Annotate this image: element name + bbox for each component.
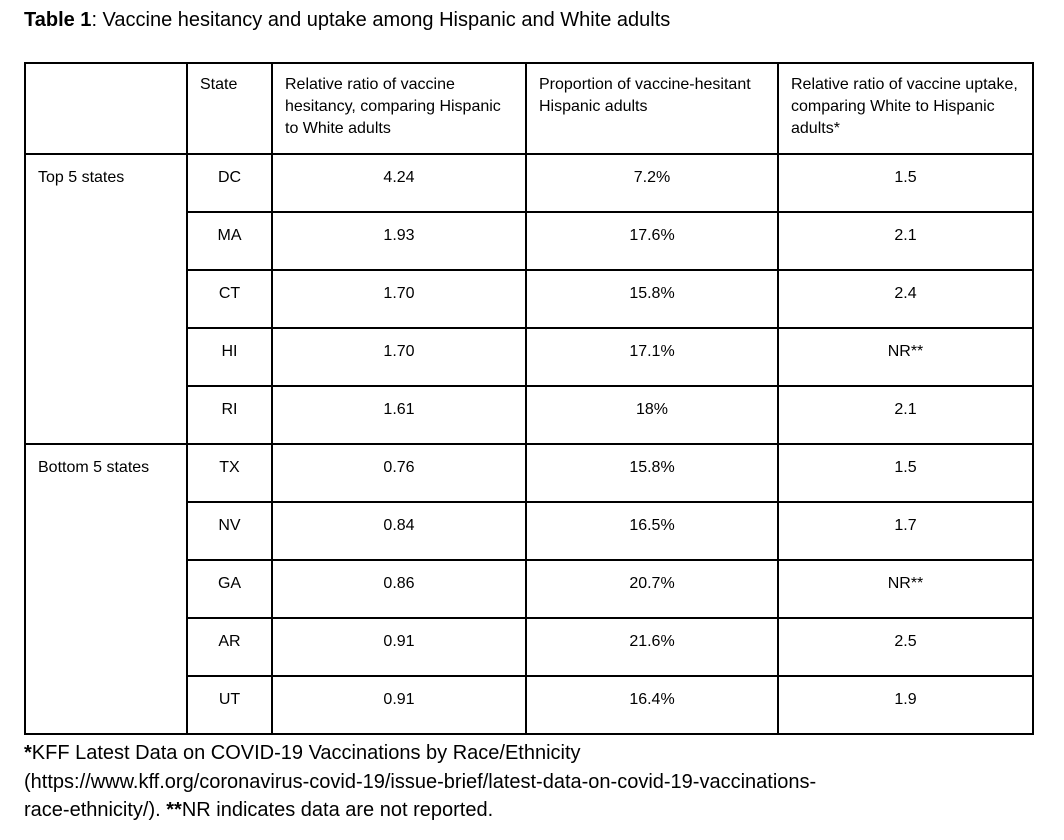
table-title-label: Table 1 (24, 9, 92, 31)
footnote-line-1-text: KFF Latest Data on COVID-19 Vaccinations… (31, 742, 581, 764)
table-row: AR 0.91 21.6% 2.5 (25, 617, 1034, 677)
footnote-url-text: (https://www.kff.org/coronavirus-covid-1… (24, 770, 817, 793)
state-cell: MA (186, 211, 273, 271)
uptake-ratio-cell: 1.9 (777, 675, 1034, 735)
group-label: Bottom 5 states (24, 443, 188, 735)
header-hesitancy-ratio: Relative ratio of vaccine hesitancy, com… (271, 62, 527, 155)
state-cell: RI (186, 385, 273, 445)
table-title: Table 1: Vaccine hesitancy and uptake am… (24, 8, 1040, 32)
hesitancy-ratio-cell: 1.93 (271, 211, 527, 271)
hesitant-proportion-cell: 15.8% (525, 269, 779, 329)
vaccine-hesitancy-table: State Relative ratio of vaccine hesitanc… (24, 62, 1034, 735)
footnote-asterisk: * (24, 742, 32, 764)
header-uptake-ratio: Relative ratio of vaccine uptake, compar… (777, 62, 1034, 155)
footnote-double-asterisk: ** (166, 799, 182, 821)
uptake-ratio-cell: NR** (777, 559, 1034, 619)
uptake-ratio-cell: NR** (777, 327, 1034, 387)
hesitant-proportion-cell: 17.1% (525, 327, 779, 387)
state-cell: GA (186, 559, 273, 619)
hesitant-proportion-cell: 15.8% (525, 443, 779, 503)
uptake-ratio-cell: 1.7 (777, 501, 1034, 561)
uptake-ratio-cell: 2.4 (777, 269, 1034, 329)
hesitancy-ratio-cell: 1.61 (271, 385, 527, 445)
hesitancy-ratio-cell: 0.76 (271, 443, 527, 503)
table-row: GA 0.86 20.7% NR** (25, 559, 1034, 619)
hesitant-proportion-cell: 18% (525, 385, 779, 445)
hesitancy-ratio-cell: 4.24 (271, 153, 527, 213)
header-corner-cell (24, 62, 188, 155)
uptake-ratio-cell: 1.5 (777, 153, 1034, 213)
header-state: State (186, 62, 273, 155)
group-label: Top 5 states (24, 153, 188, 445)
state-cell: AR (186, 617, 273, 677)
table-row: NV 0.84 16.5% 1.7 (25, 501, 1034, 561)
table-header: State Relative ratio of vaccine hesitanc… (24, 62, 1034, 155)
footnote-line-3-text: NR indicates data are not reported. (181, 799, 494, 821)
state-cell: DC (186, 153, 273, 213)
hesitancy-ratio-cell: 1.70 (271, 269, 527, 329)
hesitancy-ratio-cell: 0.84 (271, 501, 527, 561)
footnote: *KFF Latest Data on COVID-19 Vaccination… (24, 739, 1040, 825)
table-row: Top 5 states DC 4.24 7.2% 1.5 (24, 153, 1034, 445)
uptake-ratio-cell: 2.1 (777, 385, 1034, 445)
table-row: HI 1.70 17.1% NR** (25, 327, 1034, 387)
footnote-line-1: *KFF Latest Data on COVID-19 Vaccination… (24, 742, 581, 764)
state-cell: NV (186, 501, 273, 561)
state-cell: UT (186, 675, 273, 735)
uptake-ratio-cell: 1.5 (777, 443, 1034, 503)
hesitancy-ratio-cell: 0.91 (271, 675, 527, 735)
uptake-ratio-cell: 2.5 (777, 617, 1034, 677)
hesitant-proportion-cell: 7.2% (525, 153, 779, 213)
hesitant-proportion-cell: 21.6% (525, 617, 779, 677)
table-title-text: : Vaccine hesitancy and uptake among His… (91, 9, 671, 31)
table-body: Top 5 states DC 4.24 7.2% 1.5 MA 1.93 17.6% 2.1 C… (24, 153, 1034, 735)
table-row: RI 1.61 18% 2.1 (25, 385, 1034, 445)
state-cell: HI (186, 327, 273, 387)
footnote-line-3: race-ethnicity/). **NR indicates data ar… (24, 799, 493, 821)
table-row: UT 0.91 16.4% 1.9 (25, 675, 1034, 735)
hesitant-proportion-cell: 16.4% (525, 675, 779, 735)
header-hesitant-proportion: Proportion of vaccine-hesitant Hispanic … (525, 62, 779, 155)
hesitancy-ratio-cell: 0.91 (271, 617, 527, 677)
footnote-line-3-pre: race-ethnicity/). (24, 799, 167, 821)
hesitancy-ratio-cell: 1.70 (271, 327, 527, 387)
hesitant-proportion-cell: 20.7% (525, 559, 779, 619)
table-row: MA 1.93 17.6% 2.1 (25, 211, 1034, 271)
table-row: Bottom 5 states TX 0.76 15.8% 1.5 (24, 443, 1034, 735)
state-cell: CT (186, 269, 273, 329)
uptake-ratio-cell: 2.1 (777, 211, 1034, 271)
hesitant-proportion-cell: 17.6% (525, 211, 779, 271)
header-row: State Relative ratio of vaccine hesitanc… (24, 62, 1034, 155)
footnote-line-2: (https://www.kff.org/coronavirus-covid-1… (24, 771, 816, 793)
hesitancy-ratio-cell: 0.86 (271, 559, 527, 619)
hesitant-proportion-cell: 16.5% (525, 501, 779, 561)
state-cell: TX (186, 443, 273, 503)
table-row: CT 1.70 15.8% 2.4 (25, 269, 1034, 329)
